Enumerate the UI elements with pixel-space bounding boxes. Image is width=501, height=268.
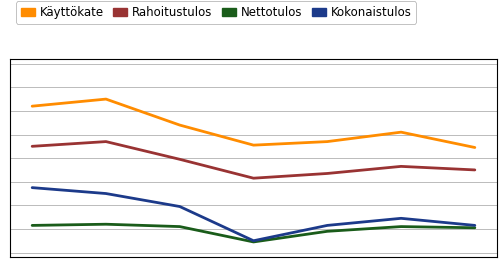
Kokonaistulos	[29, 186, 35, 189]
Legend: Käyttökate, Rahoitustulos, Nettotulos, Kokonaistulos: Käyttökate, Rahoitustulos, Nettotulos, K…	[16, 1, 415, 24]
Käyttökate	[471, 146, 477, 149]
Line: Nettotulos: Nettotulos	[32, 224, 474, 242]
Nettotulos	[29, 224, 35, 227]
Käyttökate	[103, 98, 109, 101]
Rahoitustulos	[176, 158, 182, 161]
Kokonaistulos	[103, 192, 109, 195]
Nettotulos	[250, 240, 256, 244]
Nettotulos	[397, 225, 403, 228]
Käyttökate	[29, 105, 35, 108]
Kokonaistulos	[471, 224, 477, 227]
Kokonaistulos	[250, 239, 256, 242]
Rahoitustulos	[250, 177, 256, 180]
Line: Kokonaistulos: Kokonaistulos	[32, 188, 474, 241]
Nettotulos	[471, 226, 477, 229]
Käyttökate	[397, 131, 403, 134]
Rahoitustulos	[397, 165, 403, 168]
Line: Rahoitustulos: Rahoitustulos	[32, 142, 474, 178]
Rahoitustulos	[471, 168, 477, 172]
Kokonaistulos	[176, 205, 182, 208]
Kokonaistulos	[397, 217, 403, 220]
Line: Käyttökate: Käyttökate	[32, 99, 474, 147]
Käyttökate	[324, 140, 330, 143]
Nettotulos	[176, 225, 182, 228]
Käyttökate	[176, 124, 182, 127]
Rahoitustulos	[324, 172, 330, 175]
Nettotulos	[324, 230, 330, 233]
Kokonaistulos	[324, 224, 330, 227]
Rahoitustulos	[29, 145, 35, 148]
Rahoitustulos	[103, 140, 109, 143]
Nettotulos	[103, 223, 109, 226]
Käyttökate	[250, 144, 256, 147]
